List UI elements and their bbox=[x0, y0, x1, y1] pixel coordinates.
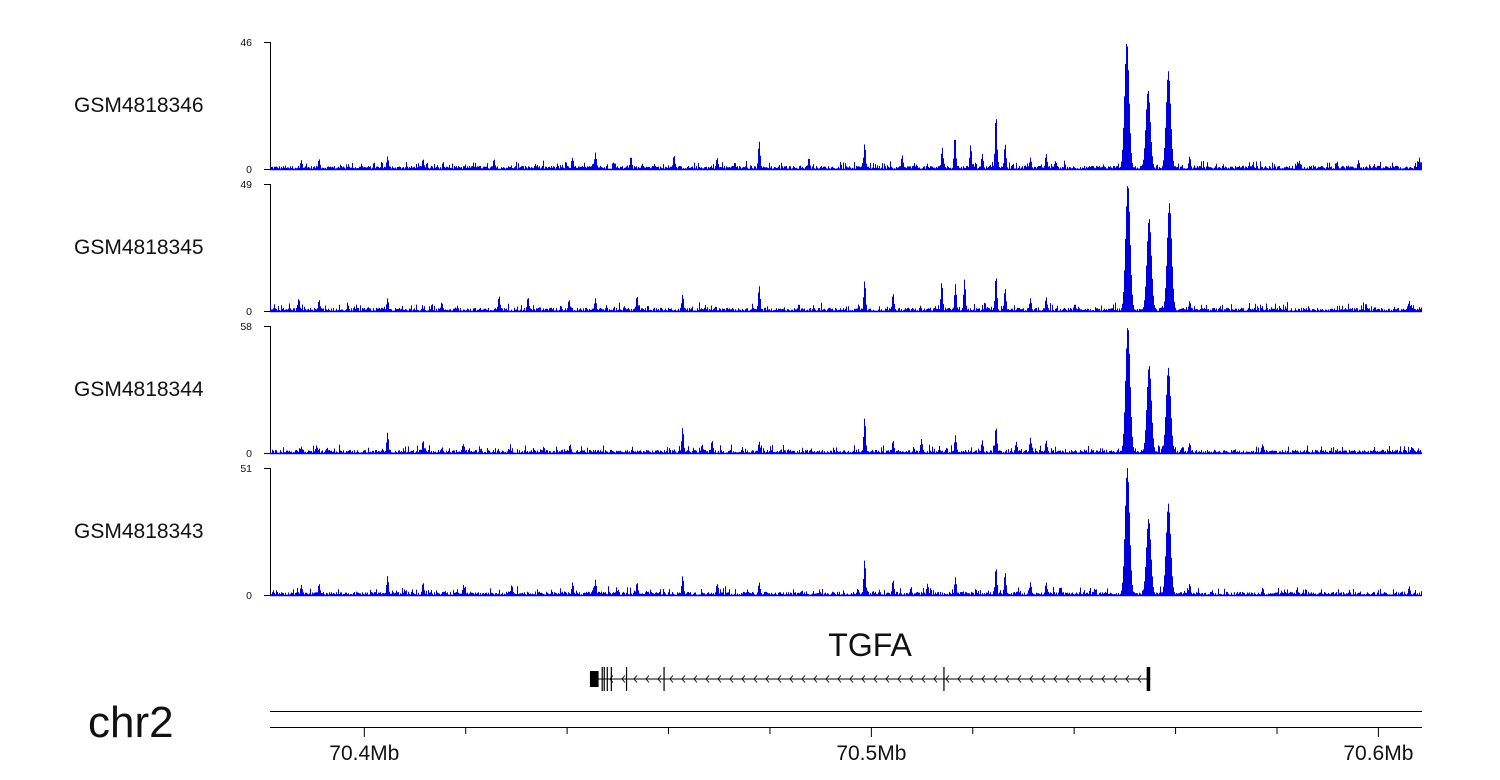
strand-chevron bbox=[717, 675, 722, 683]
strand-chevron bbox=[861, 675, 866, 683]
track-GSM4818346: GSM4818346 46 0 bbox=[74, 37, 1422, 176]
strand-chevron bbox=[765, 675, 770, 683]
ymin-label: 0 bbox=[246, 164, 252, 176]
ymax-label: 58 bbox=[240, 321, 252, 333]
gene-exon bbox=[663, 667, 665, 691]
gene-exon bbox=[1146, 667, 1151, 691]
strand-chevron bbox=[729, 675, 734, 683]
gene-exon bbox=[589, 671, 599, 687]
gene-exon bbox=[606, 667, 608, 691]
strand-chevron bbox=[873, 675, 878, 683]
strand-chevron bbox=[837, 675, 842, 683]
strand-chevron bbox=[825, 675, 830, 683]
strand-chevron bbox=[609, 675, 614, 683]
strand-chevron bbox=[1089, 675, 1094, 683]
strand-chevron bbox=[981, 675, 986, 683]
strand-chevron bbox=[1077, 675, 1082, 683]
strand-chevron bbox=[645, 675, 650, 683]
gene-exon bbox=[610, 667, 612, 691]
strand-chevron bbox=[1041, 675, 1046, 683]
strand-chevron bbox=[933, 675, 938, 683]
gene-name-label: TGFA bbox=[828, 627, 912, 663]
genomic-axis: chr2 70.4Mb 70.5Mb 70.6Mb bbox=[88, 698, 1422, 765]
axis-tick-label: 70.4Mb bbox=[329, 742, 399, 765]
strand-chevron bbox=[1017, 675, 1022, 683]
strand-chevron bbox=[657, 675, 662, 683]
strand-chevron bbox=[777, 675, 782, 683]
strand-chevron bbox=[753, 675, 758, 683]
strand-chevron bbox=[1065, 675, 1070, 683]
gene-exon bbox=[603, 667, 605, 691]
strand-chevron bbox=[633, 675, 638, 683]
coverage-area-GSM4818343 bbox=[270, 468, 1422, 595]
chromosome-label: chr2 bbox=[88, 698, 174, 747]
strand-chevron bbox=[669, 675, 674, 683]
ymin-label: 0 bbox=[246, 590, 252, 602]
strand-chevron bbox=[741, 675, 746, 683]
strand-chevron bbox=[1005, 675, 1010, 683]
ymin-label: 0 bbox=[246, 448, 252, 460]
gene-exon bbox=[943, 667, 945, 691]
strand-chevron bbox=[993, 675, 998, 683]
track-GSM4818345: GSM4818345 49 0 bbox=[74, 179, 1422, 318]
gene-exon bbox=[601, 667, 603, 691]
ymax-label: 46 bbox=[240, 37, 252, 49]
strand-chevron bbox=[1101, 675, 1106, 683]
strand-chevron bbox=[885, 675, 890, 683]
strand-chevron bbox=[921, 675, 926, 683]
track-label-GSM4818343: GSM4818343 bbox=[74, 520, 204, 543]
axis-tick-label: 70.5Mb bbox=[836, 742, 906, 765]
gene-exon bbox=[625, 667, 628, 691]
track-label-GSM4818344: GSM4818344 bbox=[74, 378, 204, 401]
strand-chevron bbox=[621, 675, 626, 683]
strand-chevron bbox=[849, 675, 854, 683]
strand-chevron bbox=[1137, 675, 1142, 683]
strand-chevron bbox=[705, 675, 710, 683]
strand-chevron bbox=[969, 675, 974, 683]
track-label-GSM4818345: GSM4818345 bbox=[74, 236, 204, 259]
ymin-label: 0 bbox=[246, 306, 252, 318]
track-GSM4818343: GSM4818343 51 0 bbox=[74, 463, 1422, 602]
coverage-tracks: GSM4818346460GSM4818345490GSM4818344580G… bbox=[74, 37, 1422, 602]
coverage-area-GSM4818346 bbox=[270, 43, 1422, 169]
strand-chevron bbox=[945, 675, 950, 683]
track-label-GSM4818346: GSM4818346 bbox=[74, 94, 204, 117]
axis-tick-label: 70.6Mb bbox=[1343, 742, 1413, 765]
strand-chevron bbox=[801, 675, 806, 683]
strand-chevron bbox=[813, 675, 818, 683]
track-GSM4818344: GSM4818344 58 0 bbox=[74, 321, 1422, 460]
ymax-label: 51 bbox=[240, 463, 252, 475]
strand-chevron bbox=[1029, 675, 1034, 683]
strand-chevron bbox=[909, 675, 914, 683]
strand-chevron bbox=[897, 675, 902, 683]
strand-chevron bbox=[789, 675, 794, 683]
strand-chevron bbox=[1113, 675, 1118, 683]
gene-annotation-track: TGFA bbox=[589, 627, 1151, 691]
strand-chevron bbox=[957, 675, 962, 683]
coverage-area-GSM4818345 bbox=[270, 186, 1422, 311]
strand-chevron bbox=[1053, 675, 1058, 683]
coverage-area-GSM4818344 bbox=[270, 328, 1422, 453]
strand-chevron bbox=[1125, 675, 1130, 683]
strand-chevron bbox=[693, 675, 698, 683]
ymax-label: 49 bbox=[240, 179, 252, 191]
strand-chevron bbox=[681, 675, 686, 683]
